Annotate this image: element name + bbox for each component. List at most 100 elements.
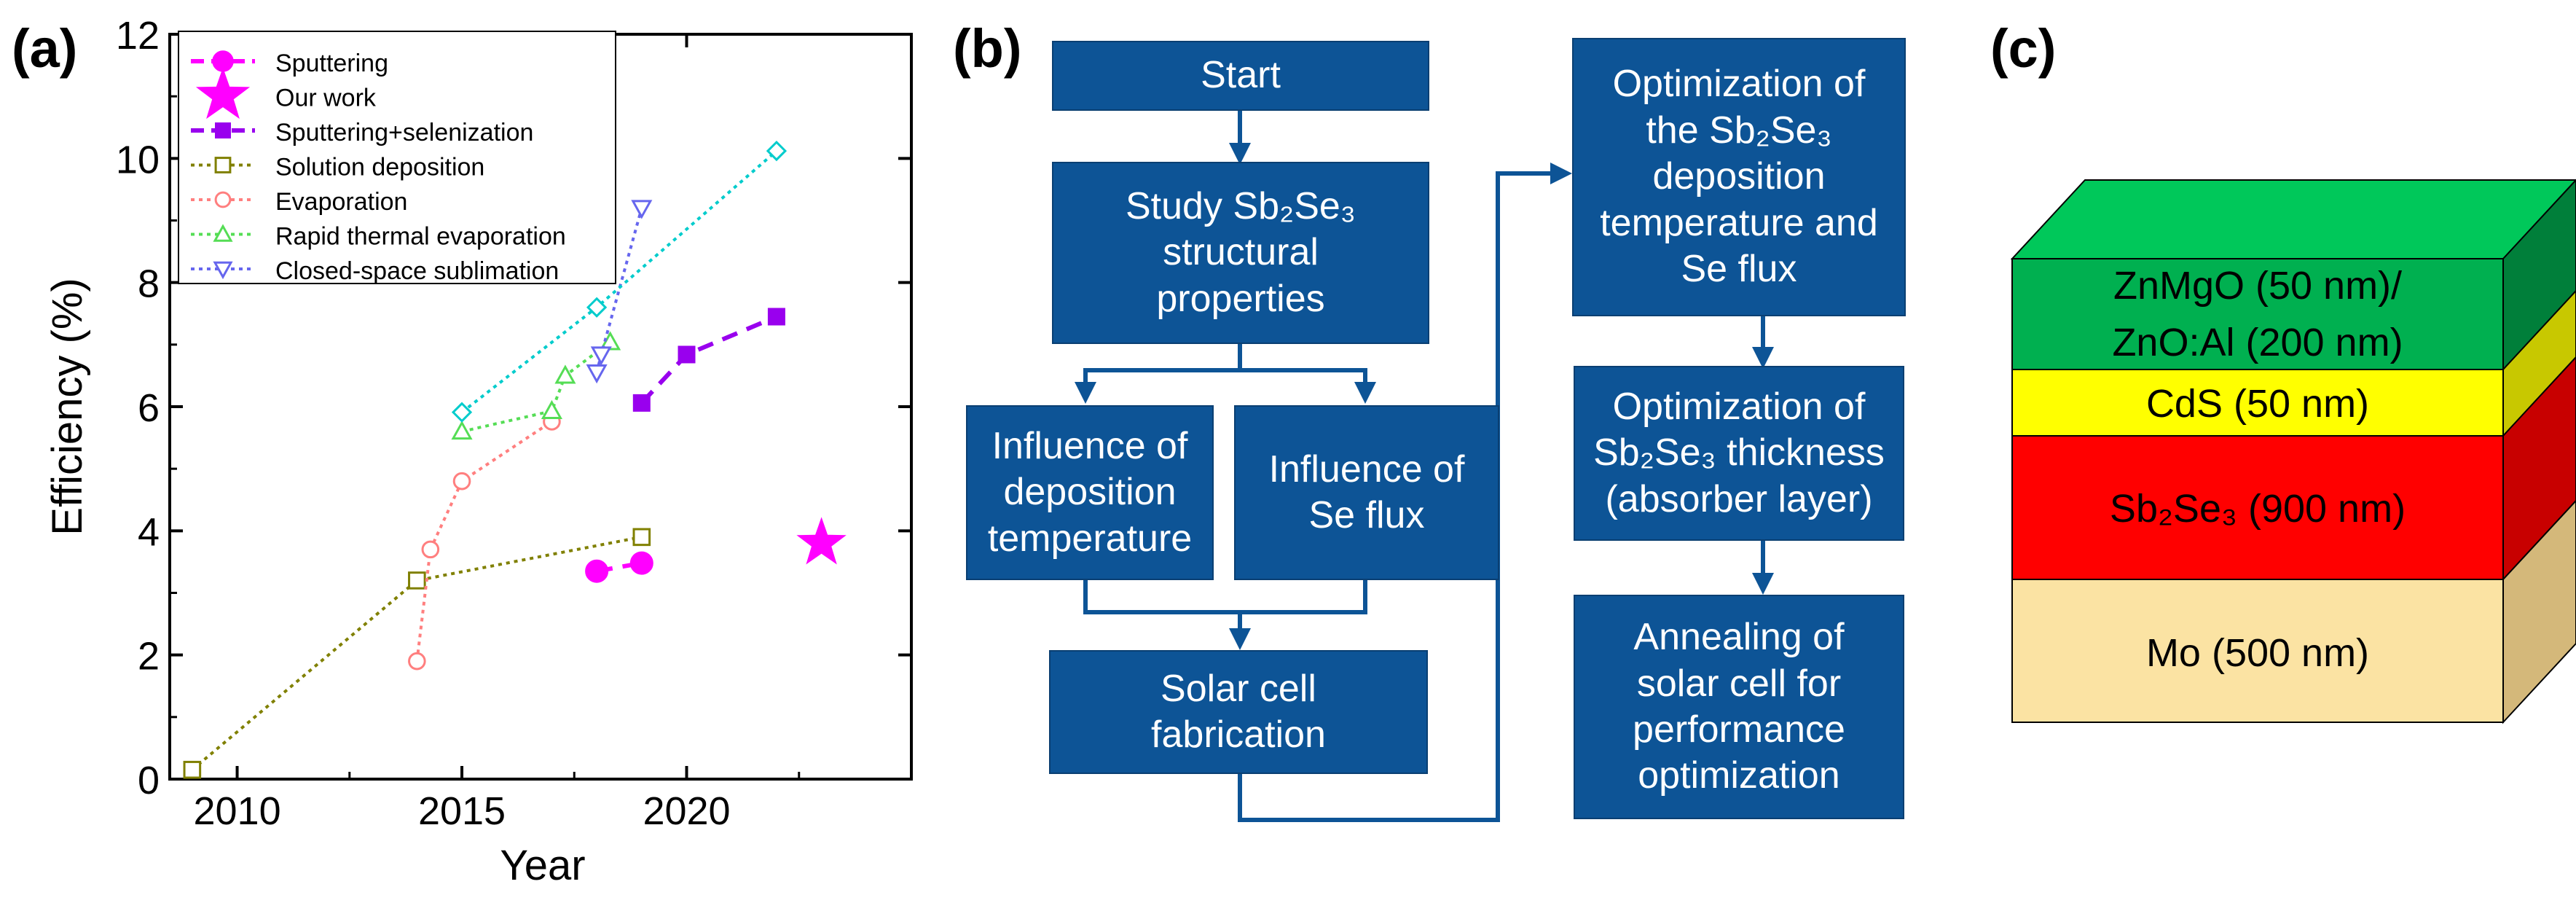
data-point (586, 297, 608, 318)
legend-frame (178, 31, 616, 284)
panel-label-c: (c) (1990, 18, 2057, 79)
flow-text: solar cell for (1636, 662, 1842, 705)
layer-label-mo: Mo (500 nm) (2146, 631, 2369, 675)
flow-text: Optimization of (1612, 63, 1866, 106)
flow-box-influence-se-flux: Influence of Se flux (1234, 405, 1499, 580)
legend: Sputtering Our work Sputtering+selenizatio… (178, 31, 616, 285)
flow-text: temperature and (1600, 201, 1878, 244)
layer-label-zno-al: ZnO:Al (200 nm) (2112, 321, 2403, 364)
series (796, 517, 847, 565)
data-point (767, 308, 785, 326)
arrow-merge-right (1240, 579, 1367, 614)
layer-label-znmgo: ZnMgO (50 nm)/ (2113, 264, 2402, 308)
y-tick-label: 2 (138, 635, 160, 679)
flow-text: structural (1163, 231, 1319, 274)
legend-label: Sputtering+selenization (275, 119, 533, 146)
data-point (408, 652, 426, 671)
data-point (451, 402, 473, 423)
data-point (451, 420, 473, 440)
legend-marker (195, 67, 251, 120)
y-tick-label: 6 (138, 386, 160, 430)
data-point (554, 364, 576, 384)
flow-box-influence-temperature: Influence of deposition temperature (966, 405, 1214, 580)
flow-text: performance (1633, 708, 1845, 751)
legend-label: Closed-space sublimation (275, 257, 559, 285)
arrow-merge-left (1083, 579, 1251, 650)
flow-text: Study Sb₂Se₃ (1126, 184, 1356, 227)
flow-text: optimization (1638, 754, 1840, 797)
x-tick-label: 2020 (643, 789, 730, 833)
flow-text: Annealing of (1633, 616, 1845, 659)
legend-marker (213, 261, 233, 280)
flow-box-annealing: Annealing of solar cell for performance … (1574, 595, 1904, 819)
y-axis-label: Efficiency (%) (44, 278, 91, 535)
series (451, 140, 788, 423)
layer-znmgo-front (2011, 258, 2504, 370)
data-point (421, 540, 440, 559)
efficiency-chart: 0 2 4 6 8 10 12 2010 2015 2020 Efficiency (%) Yea… (44, 14, 913, 889)
series (408, 413, 561, 671)
axes-ticks: 0 2 4 6 8 10 12 2010 2015 2020 (116, 14, 911, 833)
series (585, 551, 653, 583)
flow-text: temperature (987, 517, 1193, 560)
flow-box-study: Study Sb₂Se₃ structural properties (1052, 162, 1429, 344)
flow-text: fabrication (1151, 714, 1326, 756)
x-tick-label: 2015 (418, 789, 506, 833)
legend-marker (214, 191, 232, 208)
y-tick-label: 8 (138, 262, 160, 306)
arrow-study-split (1075, 343, 1242, 404)
data-point (631, 200, 653, 219)
data-point (796, 517, 847, 565)
legend-label: Solution deposition (275, 154, 484, 181)
layer-label-cds: CdS (50 nm) (2146, 382, 2369, 426)
legend-marker (215, 122, 231, 138)
data-point (585, 559, 609, 583)
x-axis-label: Year (500, 842, 585, 889)
series-line (415, 420, 553, 662)
data-point (629, 551, 653, 575)
legend-label: Evaporation (275, 188, 407, 216)
y-tick-label: 10 (116, 138, 160, 181)
flow-text: Se flux (1681, 248, 1797, 291)
flow-box-start: Start (1052, 41, 1429, 111)
flow-box-fabrication: Solar cell fabrication (1049, 650, 1428, 774)
series (183, 528, 651, 779)
layer-label-sb2se3: Sb₂Se₃ (900 nm) (2110, 487, 2406, 531)
legend-marker (214, 157, 232, 173)
arrow-split-se (1240, 368, 1376, 404)
layer-cds-front (2011, 369, 2504, 437)
data-point (452, 472, 471, 490)
layer-znmgo-side (2502, 179, 2576, 372)
stack-top-face (2010, 179, 2576, 259)
data-point (183, 760, 202, 779)
arrow-fab-opt (1238, 163, 1572, 822)
flow-text: Se flux (1308, 494, 1425, 536)
flow-text: Sb₂Se₃ thickness (1593, 431, 1885, 474)
layer-mo-front (2011, 579, 2504, 723)
flow-text: deposition (1003, 471, 1177, 514)
data-point (590, 346, 612, 366)
series (632, 308, 785, 412)
flow-text: Start (1201, 54, 1281, 97)
data-point (408, 571, 426, 590)
flow-text: Optimization of (1612, 385, 1866, 428)
layer-sb2se3-side (2502, 356, 2576, 582)
series-line (191, 535, 643, 771)
flow-text: Influence of (991, 424, 1188, 467)
flow-box-optimization-temperature: Optimization of the Sb₂Se₃ deposition te… (1572, 38, 1906, 316)
series (586, 200, 653, 384)
legend-label: Sputtering (275, 50, 388, 77)
layer-mo-side (2502, 499, 2576, 724)
data-point (766, 140, 788, 162)
flow-box-optimization-thickness: Optimization of Sb₂Se₃ thickness (absorb… (1574, 366, 1904, 541)
layer-cds-side (2502, 289, 2576, 438)
legend-label: Our work (275, 85, 377, 112)
legend-label: Rapid thermal evaporation (275, 223, 566, 251)
y-tick-label: 4 (138, 510, 160, 554)
data-point (586, 364, 608, 384)
data-point (678, 345, 696, 364)
data-point (632, 394, 651, 412)
flow-text: (absorber layer) (1605, 477, 1873, 520)
